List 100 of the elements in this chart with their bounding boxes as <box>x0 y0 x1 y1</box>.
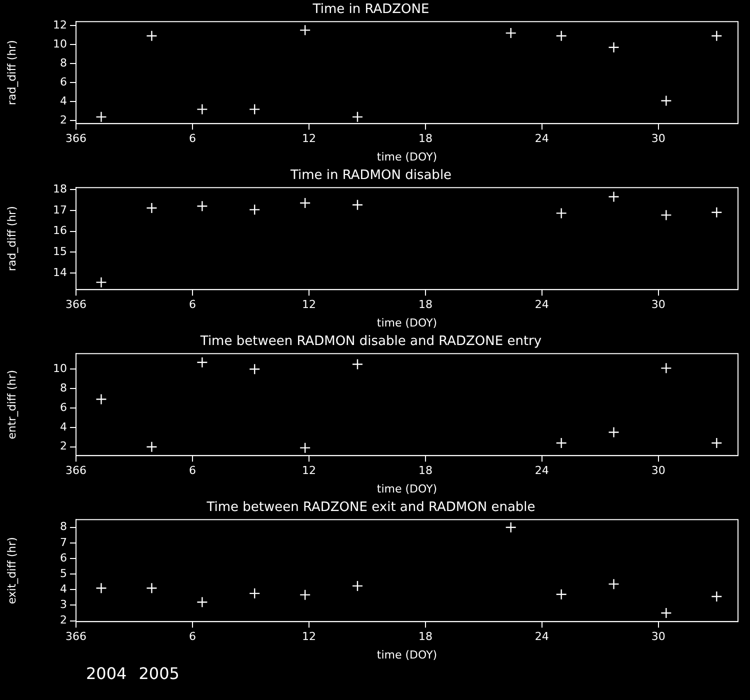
point <box>711 437 722 449</box>
x-tick-label: 24 <box>534 132 549 146</box>
y-tick-label: 2 <box>60 440 67 453</box>
x-axis-title: time (DOY) <box>376 150 438 164</box>
point <box>711 590 722 602</box>
x-tick-label: 6 <box>188 630 196 644</box>
point <box>660 95 672 106</box>
x-tick-label: 18 <box>418 464 432 478</box>
point <box>505 522 516 533</box>
point <box>96 394 107 405</box>
y-tick-label: 10 <box>53 362 67 375</box>
point <box>660 209 672 221</box>
y-tick-label: 6 <box>60 551 67 564</box>
point <box>352 358 364 370</box>
point <box>249 204 260 216</box>
y-tick-label: 4 <box>60 94 67 108</box>
y-tick-label: 5 <box>60 566 67 580</box>
point <box>146 582 158 594</box>
text: 2004 <box>86 664 127 683</box>
x-tick-label: 18 <box>418 630 432 644</box>
y-axis-title: entr_diff (hr) <box>5 370 18 440</box>
x-tick-label: 24 <box>534 298 549 312</box>
y-tick-label: 10 <box>53 37 67 50</box>
y-tick-label: 16 <box>53 224 67 238</box>
chart-title: Time between RADZONE exit and RADMON enable <box>206 500 536 516</box>
point <box>352 580 364 592</box>
point <box>711 30 722 42</box>
point <box>352 111 364 123</box>
point <box>556 588 567 600</box>
x-tick-label: 6 <box>188 464 196 478</box>
point <box>299 24 311 36</box>
point <box>352 199 364 210</box>
point <box>146 441 158 452</box>
x-tick-label: 12 <box>302 630 316 644</box>
y-axis-title: rad_diff (hr) <box>5 40 18 106</box>
x-tick-label: 24 <box>534 630 549 644</box>
y-tick-label: 12 <box>53 18 67 32</box>
chart-title: Time in RADMON disable <box>289 168 452 184</box>
point <box>196 596 208 608</box>
point <box>96 276 107 288</box>
y-tick-label: 7 <box>60 536 67 549</box>
y-axis-title: rad_diff (hr) <box>5 206 18 272</box>
x-tick-label: 30 <box>651 132 666 146</box>
y-tick-label: 2 <box>60 114 67 127</box>
y-tick-label: 14 <box>53 266 67 279</box>
point <box>96 582 107 594</box>
point <box>146 202 158 214</box>
point <box>299 589 311 600</box>
y-tick-label: 8 <box>60 520 67 534</box>
y-tick-label: 4 <box>60 420 67 434</box>
y-tick-label: 17 <box>53 203 67 216</box>
y-tick-label: 3 <box>60 598 67 612</box>
y-tick-label: 8 <box>60 56 67 70</box>
x-tick-label: 18 <box>418 132 432 146</box>
point <box>556 437 567 449</box>
y-tick-label: 15 <box>53 244 67 258</box>
point <box>299 197 311 209</box>
chart-title: Time in RADZONE <box>312 2 430 18</box>
point <box>196 104 208 115</box>
y-axis-title: exit_diff (hr) <box>5 537 18 604</box>
point <box>196 200 208 212</box>
x-tick-label: 366 <box>66 464 86 478</box>
point <box>556 30 567 42</box>
point <box>299 442 311 454</box>
x-tick-label: 6 <box>188 132 196 146</box>
point <box>608 426 620 438</box>
x-tick-label: 6 <box>188 298 196 312</box>
point <box>711 206 722 218</box>
point <box>608 578 620 590</box>
y-tick-label: 2 <box>60 614 67 627</box>
point <box>505 27 516 39</box>
point <box>660 362 672 374</box>
point <box>146 30 158 42</box>
point <box>249 364 260 375</box>
x-axis-title: time (DOY) <box>376 316 438 330</box>
y-tick-label: 4 <box>60 582 67 596</box>
text: 2005 <box>138 664 180 683</box>
point <box>96 111 107 123</box>
x-tick-label: 366 <box>66 630 86 644</box>
x-axis-title: time (DOY) <box>376 648 438 662</box>
point <box>249 104 260 115</box>
y-tick-label: 18 <box>53 182 67 196</box>
chart-title: Time between RADMON disable and RADZONE entry <box>199 334 542 350</box>
x-tick-label: 30 <box>651 630 666 644</box>
x-tick-label: 12 <box>302 464 316 478</box>
x-tick-label: 18 <box>418 298 432 312</box>
point <box>608 42 620 53</box>
x-axis-title: time (DOY) <box>376 482 438 496</box>
x-tick-label: 24 <box>534 464 549 478</box>
y-tick-label: 8 <box>60 381 67 394</box>
y-tick-label: 6 <box>60 75 67 88</box>
point <box>556 208 567 219</box>
x-tick-label: 30 <box>651 464 666 478</box>
point <box>196 356 208 368</box>
y-tick-label: 6 <box>60 400 67 414</box>
x-tick-label: 366 <box>66 132 86 146</box>
x-tick-label: 366 <box>66 298 86 312</box>
point <box>249 588 260 600</box>
x-tick-label: 30 <box>651 298 666 312</box>
x-tick-label: 12 <box>302 298 316 312</box>
